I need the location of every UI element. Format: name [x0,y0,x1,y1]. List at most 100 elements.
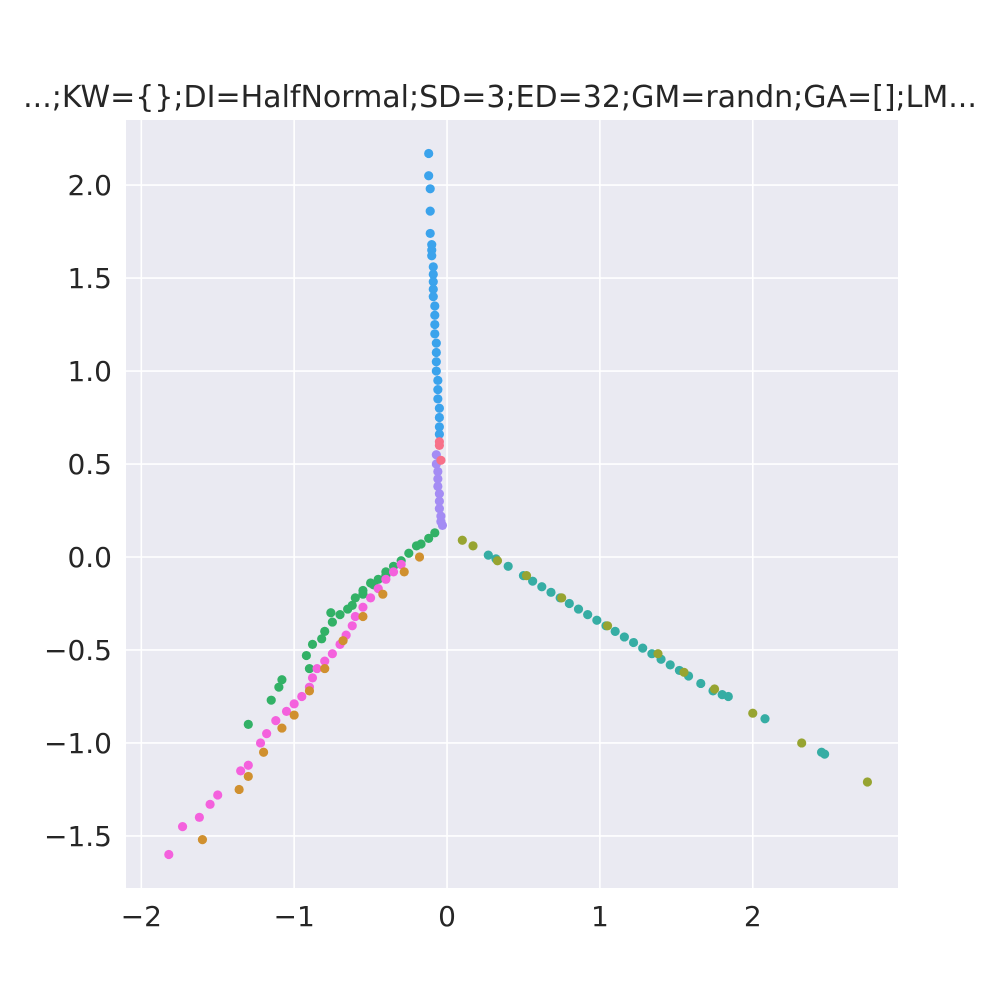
scatter-point [317,634,327,644]
scatter-point [327,649,337,659]
scatter-point [638,643,648,653]
x-tick-label: 1 [591,900,609,933]
x-axis-ticks: −2 −1 0 1 2 [121,900,762,933]
y-tick-label: 1.0 [67,355,112,388]
scatter-point [592,615,602,625]
scatter-point [434,504,444,514]
scatter-point [164,849,174,860]
scatter-point [433,385,443,395]
scatter-point [312,663,322,674]
scatter-point [358,589,368,599]
scatter-point [243,771,253,782]
scatter-point [234,784,244,795]
scatter-point [236,766,246,776]
y-axis-ticks: −1.5 −1.0 −0.5 0.0 0.5 1.0 1.5 2.0 [44,169,112,853]
scatter-point [428,292,438,302]
scatter-point [430,310,440,320]
scatter-point [797,738,807,748]
scatter-point [619,632,629,642]
scatter-point [709,684,720,694]
scatter-point [358,611,368,622]
x-tick-label: −1 [274,900,315,933]
scatter-point [347,621,357,631]
scatter-point [425,228,435,239]
scatter-point [365,593,376,603]
scatter-point [388,567,399,577]
scatter-point [411,541,422,551]
scatter-point [243,760,253,770]
chart-title: ...;KW={};DI=HalfNormal;SD=3;ED=32;GM=ra… [0,80,1000,124]
scatter-point [468,541,478,551]
scatter-point [434,403,444,413]
scatter-point [431,338,441,348]
scatter-point [262,729,272,739]
scatter-point [320,626,330,636]
scatter-point [304,686,315,696]
scatter-point [197,835,208,845]
y-tick-label: −1.0 [44,727,112,760]
scatter-point [537,582,547,592]
scatter-point [483,550,493,560]
scatter-point [430,528,440,538]
scatter-point [258,747,269,757]
scatter-point [628,637,639,648]
y-tick-label: 0.5 [67,448,112,481]
scatter-point [434,489,444,499]
scatter-point [350,611,360,622]
chart-title-text: ...;KW={};DI=HalfNormal;SD=3;ED=32;GM=ra… [23,80,977,115]
scatter-point [428,277,438,287]
scatter-point [528,576,538,586]
scatter-point [396,559,406,570]
scatter-point [430,319,440,330]
y-tick-label: −0.5 [44,634,112,667]
y-tick-label: −1.5 [44,820,112,853]
scatter-point [610,626,620,636]
scatter-point [521,570,532,581]
scatter-point [424,533,434,544]
x-tick-label: 2 [744,900,762,933]
scatter-point [350,593,360,603]
scatter-point [358,602,368,612]
scatter-point [723,691,733,702]
scatter-point [338,636,348,646]
scatter-point [320,663,330,674]
scatter-point [213,790,223,800]
plot-area [126,120,898,888]
scatter-point [277,723,287,733]
scatter-point [274,682,284,692]
y-tick-label: 1.5 [67,262,112,295]
scatter-point [297,691,307,702]
scatter-point [427,251,437,261]
scatter-point [430,329,440,339]
scatter-point [457,535,467,545]
scatter-point [327,617,337,627]
scatter-point [301,650,311,661]
scatter-point [573,604,584,614]
scatter-point [433,394,443,404]
scatter-point [557,593,567,603]
scatter-point [760,714,770,724]
scatter-point [378,589,388,599]
scatter-point [304,663,315,674]
scatter-point [434,496,444,506]
scatter-point [425,206,435,216]
scatter-point [381,574,391,584]
scatter-point [431,347,441,358]
scatter-point [433,375,443,385]
scatter-point [433,481,443,491]
scatter-point [425,184,435,194]
scatter-point [433,474,443,484]
scatter-point [430,301,440,311]
scatter-point [862,777,873,787]
scatter-point [431,366,441,376]
scatter-point [271,716,281,726]
y-tick-label: 2.0 [67,169,112,202]
scatter-point [428,262,438,272]
scatter-point [503,561,513,571]
scatter-point [434,429,444,439]
scatter-point [266,695,276,705]
x-tick-label: 0 [438,900,456,933]
scatter-point [436,455,446,465]
scatter-point [320,656,330,666]
